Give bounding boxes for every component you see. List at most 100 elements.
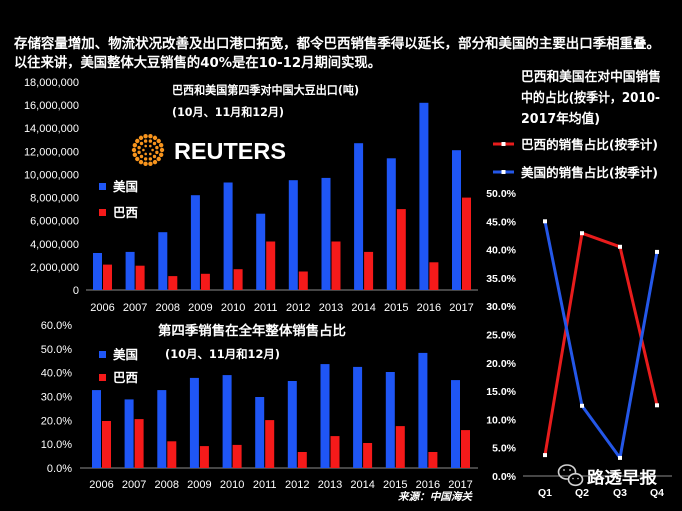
- bar-us-2015: [386, 158, 396, 290]
- bar-us-2011: [255, 397, 265, 468]
- x-tick-label: 2006: [90, 302, 114, 314]
- bar-brazil-2009: [199, 446, 209, 468]
- x-tick-label: 2012: [285, 479, 309, 491]
- x-tick-label: Q4: [650, 487, 664, 499]
- point-brazil-q4: [655, 403, 659, 408]
- y-tick-label: 45.0%: [486, 216, 516, 228]
- header: 存储容量增加、物流状况改善及出口港口拓宽，都令巴西销售季得以延长，部分和美国的主…: [14, 35, 660, 71]
- legend-label-brazil: 巴西的销售占比(按季计): [521, 137, 658, 152]
- chart-title-line-2: 中的占比(按季计，2010-: [521, 90, 660, 106]
- logo-dot: [132, 152, 138, 157]
- x-tick-label: 2008: [155, 479, 179, 491]
- logo-dot: [135, 138, 140, 144]
- y-tick-label: 30.0%: [41, 392, 72, 404]
- point-brazil-q2: [580, 231, 584, 236]
- bar-brazil-2009: [200, 273, 210, 290]
- legend-swatch-brazil: [99, 209, 106, 216]
- chart-legend: 美国 巴西: [99, 347, 138, 385]
- logo-dot: [151, 148, 154, 152]
- x-tick-label: 2009: [188, 302, 212, 314]
- logo-dot: [149, 144, 152, 148]
- bar-us-2010: [223, 182, 233, 290]
- bar-brazil-2013: [330, 436, 340, 468]
- bar-brazil-2010: [232, 444, 242, 468]
- reuters-wordmark: REUTERS: [174, 138, 286, 164]
- bar-us-2016: [419, 102, 429, 290]
- logo-dot: [155, 150, 159, 155]
- x-tick-label: 2008: [156, 302, 180, 314]
- y-tick-label: 10.0%: [486, 414, 516, 426]
- legend-marker-brazil: [501, 142, 506, 146]
- bar-us-2011: [256, 213, 266, 290]
- source-note: 来源：中国海关: [398, 490, 474, 503]
- x-tick-label: 2010: [220, 479, 244, 491]
- bar-brazil-2014: [364, 251, 374, 290]
- plot-area: 0 2,000,000 4,000,000 6,000,000 8,000,000 10,…: [24, 77, 478, 314]
- y-tick-label: 30.0%: [486, 301, 516, 313]
- x-tick-label: 2015: [383, 479, 407, 491]
- bar-us-2012: [288, 180, 298, 290]
- y-tick-label: 25.0%: [486, 330, 516, 342]
- y-tick-label: 60.0%: [41, 320, 72, 332]
- logo-dot: [152, 154, 157, 159]
- watermark: 路透早报: [557, 464, 657, 487]
- x-tick-label: 2010: [221, 302, 245, 314]
- bar-brazil-2014: [363, 443, 373, 468]
- y-tick-label: 5.0%: [492, 443, 517, 455]
- logo-dot: [152, 135, 158, 141]
- bar-brazil-2006: [102, 421, 111, 468]
- bar-brazil-2007: [135, 265, 145, 290]
- y-tick-label: 50.0%: [486, 188, 516, 200]
- watermark-text: 路透早报: [587, 468, 657, 487]
- y-tick-label: 0.0%: [492, 471, 517, 483]
- y-tick-label: 40.0%: [486, 245, 516, 257]
- bar-brazil-2010: [233, 269, 243, 290]
- bar-brazil-2011: [265, 420, 275, 468]
- y-tick-label: 12,000,000: [24, 146, 79, 158]
- logo-dot: [149, 152, 152, 156]
- point-brazil-q1: [543, 453, 547, 458]
- bar-us-2014: [354, 143, 364, 290]
- x-tick-label: 2017: [448, 479, 472, 491]
- bar-brazil-2006: [103, 264, 112, 290]
- legend-label-brazil: 巴西: [113, 205, 138, 220]
- bar-us-2017: [452, 150, 461, 290]
- logo-dot: [143, 157, 148, 161]
- logo-dot: [137, 150, 141, 155]
- plot-area: 0.0% 10.0% 20.0% 30.0% 40.0% 50.0% 60.0% 2006 20…: [41, 320, 478, 491]
- chart-subtitle: (10月、11月和12月): [165, 347, 280, 361]
- logo-dot: [158, 152, 164, 157]
- wechat-icon: [557, 464, 584, 487]
- y-tick-label: 16,000,000: [24, 100, 79, 112]
- logo-dot: [156, 156, 161, 162]
- y-tick-label: 6,000,000: [30, 216, 79, 228]
- logo-dot: [159, 147, 165, 153]
- bar-us-2008: [157, 390, 167, 468]
- bar-brazil-2016: [428, 452, 438, 468]
- y-tick-label: 0: [73, 285, 79, 297]
- point-us-q4: [655, 249, 659, 254]
- bar-us-2013: [320, 364, 330, 468]
- x-tick-label: 2014: [350, 479, 374, 491]
- bar-us-2006: [92, 390, 101, 468]
- y-tick-label: 8,000,000: [30, 193, 79, 205]
- x-tick-label: Q2: [575, 487, 589, 499]
- legend-swatch-us: [99, 183, 106, 190]
- chart-subtitle: (10月、11月和12月): [172, 105, 284, 119]
- bar-brazil-2016: [429, 262, 439, 290]
- chart-title: 巴西和美国第四季对中国大豆出口(吨): [172, 83, 359, 97]
- x-tick-label: Q3: [613, 487, 627, 499]
- x-tick-label: 2016: [416, 479, 440, 491]
- y-tick-label: 14,000,000: [24, 123, 79, 135]
- bar-brazil-2012: [297, 452, 307, 468]
- y-tick-label: 4,000,000: [30, 239, 79, 251]
- chart-legend: 巴西的销售占比(按季计) 美国的销售占比(按季计): [493, 137, 658, 180]
- logo-dot: [138, 135, 144, 141]
- x-tick-label: 2015: [384, 302, 408, 314]
- logo-dot: [152, 141, 157, 146]
- logo-dot: [135, 156, 140, 162]
- y-tick-label: 2,000,000: [30, 262, 79, 274]
- bar-brazil-2013: [331, 241, 341, 290]
